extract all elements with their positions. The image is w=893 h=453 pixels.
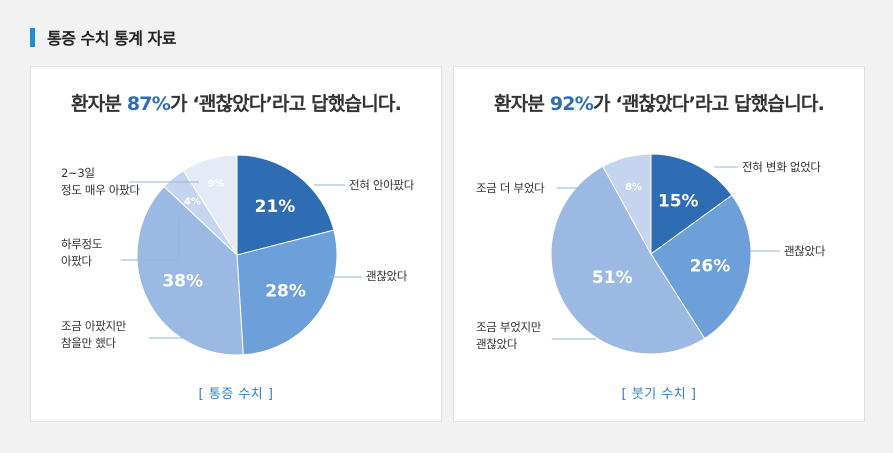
pain-chart-panel: 환자분 87%가 ‘괜찮았다’라고 답했습니다. 21% 전혀 안아팠다 28% 괜찮… [30, 66, 442, 422]
slice-category-label: 조금 아팠지만 참을만 했다 [61, 319, 127, 350]
title-accent-bar [30, 27, 35, 47]
slice-value-label: 4% [184, 197, 201, 208]
pain-headline: 환자분 87%가 ‘괜찮았다’라고 답했습니다. [31, 89, 441, 116]
slice-value-label: 26% [690, 256, 731, 276]
section-header: 통증 수치 통계 자료 [30, 26, 176, 48]
headline-suffix: 가 ‘괜찮았다’라고 답했습니다. [169, 93, 402, 115]
slice-category-label: 괜찮았다 [784, 244, 826, 258]
slice-value-label: 8% [625, 182, 642, 193]
pie-slice [182, 154, 238, 257]
slice-value-label: 15% [658, 192, 699, 212]
slice-category-label: 하루정도 아팠다 [61, 237, 102, 268]
section-title: 통증 수치 통계 자료 [47, 29, 176, 48]
pie-slice [650, 194, 752, 340]
pie-slice [550, 165, 706, 355]
slice-category-label: 조금 부었지만 괜찮았다 [476, 320, 542, 351]
pie-slice [236, 229, 338, 356]
slice-value-label: 28% [265, 281, 306, 301]
slice-category-label: 괜찮았다 [366, 269, 408, 283]
headline-prefix: 환자분 [494, 93, 550, 115]
slice-category-label: 2~3일 정도 매우 아팠다 [61, 166, 140, 197]
headline-percent: 87% [126, 93, 171, 115]
slice-value-label: 21% [255, 197, 296, 217]
slice-value-label: 9% [208, 179, 225, 190]
swelling-pie-chart: 15% 전혀 변화 없었다 26% 괜찮았다 51% 조금 부었지만 괜찮았다 8% 조금 더 … [476, 153, 826, 355]
pain-pie-chart: 21% 전혀 안아팠다 28% 괜찮았다 38% 조금 아팠지만 참을만 했다 4% 하루정도 아… [61, 154, 415, 356]
slice-category-label: 전혀 변화 없었다 [742, 160, 821, 174]
pie-slice [602, 153, 652, 255]
slice-category-label: 전혀 안아팠다 [349, 178, 415, 192]
swelling-chart-panel: 환자분 92%가 ‘괜찮았다’라고 답했습니다. 15% 전혀 변화 없었다 26%… [453, 66, 865, 422]
pie-slice [650, 153, 733, 255]
headline-prefix: 환자분 [71, 93, 127, 115]
swelling-chart-caption: [ 붓기 수치 ] [621, 387, 697, 402]
headline-suffix: 가 ‘괜찮았다’라고 답했습니다. [592, 93, 825, 115]
pain-chart-caption: [ 통증 수치 ] [198, 387, 274, 402]
headline-percent: 92% [549, 93, 594, 115]
slice-value-label: 38% [162, 272, 203, 292]
leader-line [121, 218, 180, 261]
slice-value-label: 51% [592, 268, 633, 288]
pie-slice [136, 185, 244, 356]
pie-slice [236, 154, 335, 256]
swelling-headline: 환자분 92%가 ‘괜찮았다’라고 답했습니다. [454, 89, 864, 116]
slice-category-label: 조금 더 부었다 [476, 181, 545, 195]
